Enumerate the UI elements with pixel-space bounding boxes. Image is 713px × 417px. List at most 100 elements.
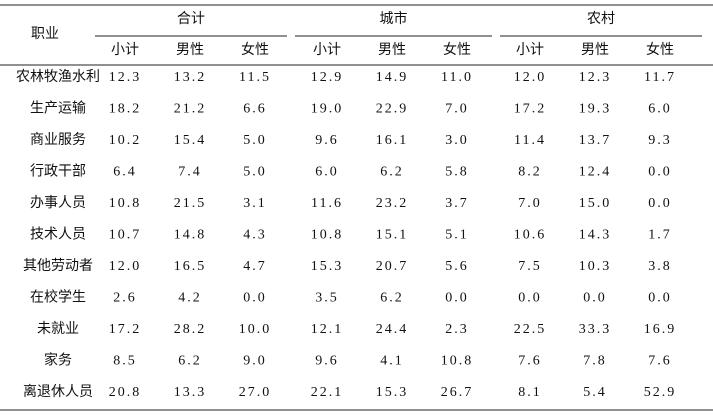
row-label: 其他劳动者 xyxy=(23,258,93,274)
cell: 12.4 xyxy=(579,165,612,180)
cell: 4.2 xyxy=(178,291,202,306)
column-header: 小计 xyxy=(313,42,341,58)
cell: 6.6 xyxy=(243,102,267,117)
cell: 20.8 xyxy=(109,385,142,400)
cell: 13.3 xyxy=(174,385,207,400)
cell: 0.0 xyxy=(445,291,469,306)
column-header: 女性 xyxy=(646,41,674,58)
cell: 24.4 xyxy=(376,322,409,337)
cell: 8.1 xyxy=(518,385,542,400)
row-label: 离退休人员 xyxy=(23,383,93,400)
cell: 23.2 xyxy=(376,196,409,211)
cell: 12.3 xyxy=(109,70,142,85)
cell: 13.7 xyxy=(579,133,612,148)
group-header: 农村 xyxy=(587,11,615,27)
cell: 9.6 xyxy=(315,354,339,369)
cell: 10.0 xyxy=(239,322,272,337)
cell: 20.7 xyxy=(376,259,409,274)
cell: 8.2 xyxy=(518,165,542,180)
cell: 7.8 xyxy=(583,354,607,369)
cell: 6.0 xyxy=(648,102,672,117)
cell: 19.0 xyxy=(311,102,344,117)
cell: 26.7 xyxy=(441,385,474,400)
cell: 10.3 xyxy=(579,259,612,274)
cell: 16.5 xyxy=(174,259,207,274)
cell: 5.8 xyxy=(445,165,469,180)
cell: 14.3 xyxy=(579,228,612,243)
cell: 12.9 xyxy=(311,70,344,85)
cell: 0.0 xyxy=(243,291,267,306)
row-label: 办事人员 xyxy=(30,195,86,211)
cell: 8.5 xyxy=(113,354,137,369)
cell: 7.0 xyxy=(518,196,542,211)
cell: 12.3 xyxy=(579,70,612,85)
cell: 2.3 xyxy=(445,322,469,337)
cell: 4.3 xyxy=(243,228,267,243)
cell: 22.9 xyxy=(376,102,409,117)
cell: 1.7 xyxy=(648,228,672,243)
cell: 17.2 xyxy=(514,102,547,117)
cell: 0.0 xyxy=(648,196,672,211)
group-header: 合计 xyxy=(177,11,205,27)
cell: 3.5 xyxy=(315,291,339,306)
cell: 7.5 xyxy=(518,259,542,274)
cell: 3.0 xyxy=(445,133,469,148)
row-label: 生产运输 xyxy=(30,101,86,117)
cell: 10.8 xyxy=(441,354,474,369)
row-label: 技术人员 xyxy=(30,227,86,243)
cell: 10.8 xyxy=(109,196,142,211)
cell: 6.4 xyxy=(113,165,137,180)
cell: 12.0 xyxy=(514,70,547,85)
cell: 0.0 xyxy=(518,291,542,306)
cell: 0.0 xyxy=(648,291,672,306)
group-header: 城市 xyxy=(380,10,408,27)
cell: 4.1 xyxy=(380,354,404,369)
cell: 6.0 xyxy=(315,165,339,180)
row-label: 商业服务 xyxy=(30,132,86,148)
cell: 4.7 xyxy=(243,259,267,274)
cell: 3.7 xyxy=(445,196,469,211)
cell: 9.3 xyxy=(648,133,672,148)
cell: 7.4 xyxy=(178,165,202,180)
cell: 6.2 xyxy=(380,165,404,180)
cell: 9.0 xyxy=(243,354,267,369)
cell: 10.2 xyxy=(109,133,142,148)
cell: 5.4 xyxy=(583,385,607,400)
cell: 5.0 xyxy=(243,165,267,180)
cell: 11.0 xyxy=(441,70,473,85)
column-header: 女性 xyxy=(443,41,471,58)
cell: 33.3 xyxy=(579,322,612,337)
row-label: 农林牧渔水利 xyxy=(16,69,100,85)
cell: 16.1 xyxy=(376,133,409,148)
cell: 2.6 xyxy=(113,291,137,306)
cell: 0.0 xyxy=(583,291,607,306)
cell: 11.4 xyxy=(514,133,546,148)
column-header: 男性 xyxy=(581,42,609,58)
row-label: 行政干部 xyxy=(30,164,86,180)
cell: 11.5 xyxy=(239,70,271,85)
cell: 10.8 xyxy=(311,228,344,243)
column-header: 男性 xyxy=(176,42,204,58)
cell: 10.7 xyxy=(109,228,142,243)
column-header: 女性 xyxy=(241,41,269,58)
cell: 5.6 xyxy=(445,259,469,274)
cell: 7.6 xyxy=(648,354,672,369)
cell: 15.0 xyxy=(579,196,612,211)
cell: 3.1 xyxy=(243,196,267,211)
cell: 12.1 xyxy=(311,322,344,337)
cell: 5.0 xyxy=(243,133,267,148)
column-header: 男性 xyxy=(378,42,406,58)
row-label: 家务 xyxy=(44,352,72,369)
cell: 15.3 xyxy=(311,259,344,274)
column-header: 小计 xyxy=(516,42,544,58)
cell: 15.3 xyxy=(376,385,409,400)
cell: 16.9 xyxy=(644,322,677,337)
cell: 13.2 xyxy=(174,70,207,85)
cell: 7.6 xyxy=(518,354,542,369)
cell: 18.2 xyxy=(109,102,142,117)
column-header: 小计 xyxy=(111,42,139,58)
cell: 22.1 xyxy=(311,385,344,400)
cell: 0.0 xyxy=(648,165,672,180)
cell: 22.5 xyxy=(514,322,547,337)
